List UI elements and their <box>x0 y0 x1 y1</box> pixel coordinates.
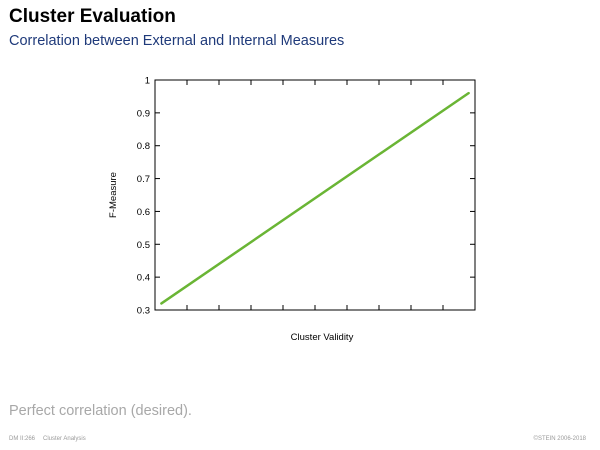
footer-topic: Cluster Analysis <box>43 436 86 442</box>
y-tick-label: 0.8 <box>137 141 150 152</box>
y-tick-label: 0.7 <box>137 174 150 185</box>
y-tick-label: 1 <box>145 76 150 87</box>
x-axis-ticks <box>186 80 444 310</box>
slide-title: Cluster Evaluation <box>9 6 176 27</box>
y-axis-ticks: 0.3 0.4 0.5 0.6 0.7 0.8 0.9 1 <box>137 76 475 317</box>
y-tick-label: 0.9 <box>137 108 150 119</box>
y-tick-label: 0.3 <box>137 306 150 317</box>
x-axis-label: Cluster Validity <box>291 332 354 343</box>
slide-subtitle: Correlation between External and Interna… <box>9 33 345 49</box>
y-tick-label: 0.4 <box>137 273 150 284</box>
series-line <box>160 91 470 305</box>
footer-left: DM II:266 Cluster Analysis <box>9 436 94 442</box>
caption: Perfect correlation (desired). <box>9 403 192 419</box>
y-tick-label: 0.6 <box>137 207 150 218</box>
footer-copyright: ©STEIN 2006-2018 <box>533 436 586 442</box>
series-layer <box>160 91 470 305</box>
footer-course: DM II:266 <box>9 436 36 442</box>
y-tick-label: 0.5 <box>137 240 150 251</box>
y-axis-label: F-Measure <box>108 172 119 218</box>
chart: 0.3 0.4 0.5 0.6 0.7 0.8 0.9 1 Cluster Validity … <box>108 76 476 343</box>
chart-svg: 0.30.40.50.60.70.80.91 Cluster Validity … <box>108 76 476 343</box>
